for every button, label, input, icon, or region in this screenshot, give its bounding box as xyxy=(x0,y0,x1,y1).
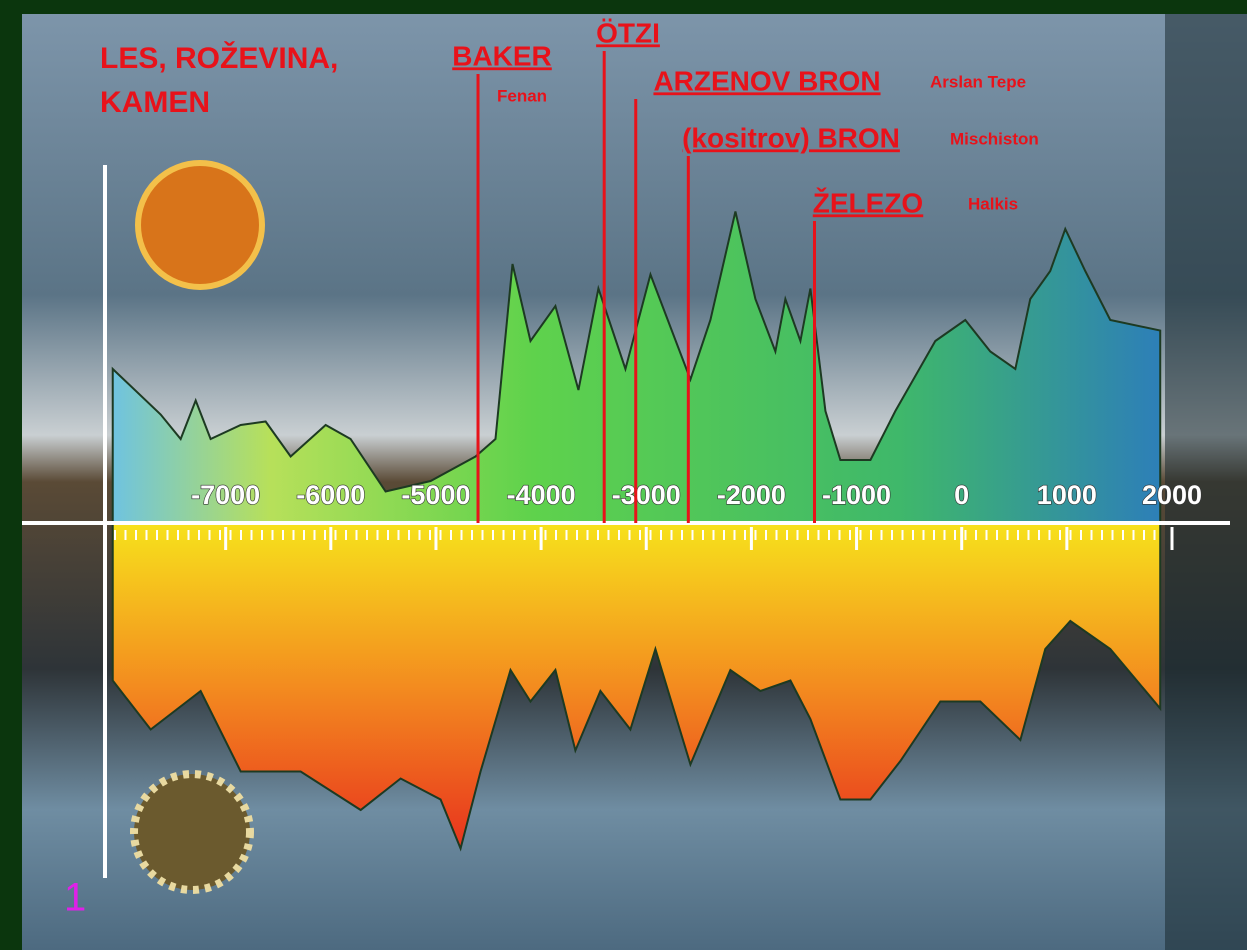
pollen-icon xyxy=(130,770,254,894)
x-tick-label: -4000 xyxy=(507,480,576,510)
x-tick-label: 1000 xyxy=(1037,480,1097,510)
marker-sublabel: Arslan Tepe xyxy=(930,72,1026,91)
marker-label: ÖTZI xyxy=(596,17,660,48)
marker-sublabel: Fenan xyxy=(497,86,547,105)
title-line: LES, ROŽEVINA, xyxy=(100,41,338,75)
x-tick-label: -1000 xyxy=(822,480,891,510)
panel-label: 1 xyxy=(64,876,86,920)
area xyxy=(111,522,1162,852)
marker-sublabel: Mischiston xyxy=(950,129,1039,148)
marker-label: (kositrov) BRON xyxy=(682,122,900,153)
x-tick-label: -2000 xyxy=(717,480,786,510)
marker-label: ARZENOV BRON xyxy=(653,65,880,96)
background-shade xyxy=(1165,14,1247,950)
x-tick-label: -3000 xyxy=(612,480,681,510)
x-tick-label: 2000 xyxy=(1142,480,1202,510)
x-tick-label: 0 xyxy=(954,480,969,510)
pollen-icon xyxy=(135,160,265,290)
title-line: KAMEN xyxy=(100,86,210,119)
x-tick-label: -5000 xyxy=(401,480,470,510)
marker-label: BAKER xyxy=(452,40,552,71)
x-tick-label: -7000 xyxy=(191,480,260,510)
marker-sublabel: Halkis xyxy=(968,194,1018,213)
x-tick-label: -6000 xyxy=(296,480,365,510)
marker-label: ŽELEZO xyxy=(813,187,923,218)
